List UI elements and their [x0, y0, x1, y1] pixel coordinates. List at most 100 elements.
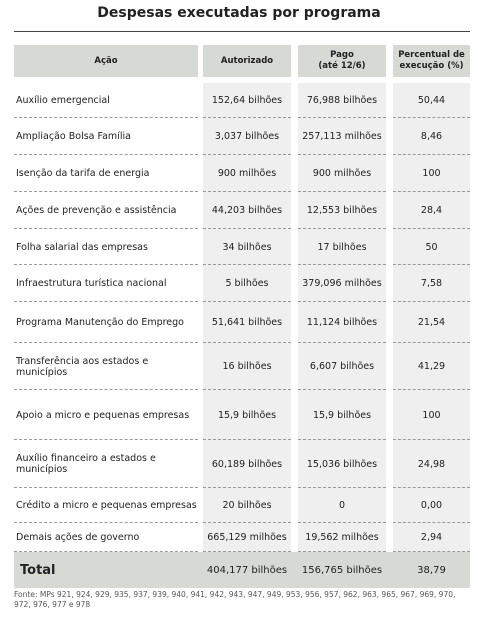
- value-cell: 41,29: [417, 361, 446, 372]
- total-value: 404,177 bilhões: [206, 564, 288, 576]
- value-cell: 3,037 bilhões: [214, 131, 280, 142]
- action-cell: Transferência aos estados e municípios: [16, 355, 149, 378]
- value-cell: 100: [422, 168, 441, 179]
- action-cell: Programa Manutenção do Emprego: [16, 317, 184, 328]
- title: Despesas executadas por programa: [97, 5, 381, 21]
- row-divider: [298, 301, 386, 302]
- action-cell: Ampliação Bolsa Família: [16, 131, 131, 142]
- action-cell: Crédito a micro e pequenas empresas: [16, 500, 197, 511]
- value-cell: 900 milhões: [312, 168, 372, 179]
- value-cell: 21,54: [417, 317, 446, 328]
- row-divider: [298, 342, 386, 343]
- row-divider: [14, 551, 198, 552]
- row-divider: [14, 389, 198, 390]
- action-cell: Folha salarial das empresas: [16, 241, 148, 253]
- value-cell: 379,096 milhões: [302, 278, 382, 289]
- value-cell: 50,44: [417, 95, 446, 106]
- row-divider: [14, 264, 198, 265]
- value-cell: 51,641 bilhões: [211, 317, 283, 328]
- row-divider: [14, 342, 198, 343]
- value-cell: 6,607 bilhões: [309, 361, 375, 372]
- row-divider: [203, 264, 291, 265]
- row-divider: [393, 264, 470, 265]
- row-divider: [298, 487, 386, 488]
- row-divider: [393, 301, 470, 302]
- action-cell: Auxílio financeiro a estados e município…: [16, 453, 156, 475]
- row-divider: [298, 439, 386, 440]
- value-cell: 16 bilhões: [222, 361, 272, 372]
- row-divider: [393, 551, 470, 552]
- row-divider: [203, 389, 291, 390]
- row-divider: [298, 389, 386, 390]
- value-cell: 2,94: [420, 532, 443, 543]
- column-background: [393, 83, 470, 552]
- row-divider: [393, 154, 470, 155]
- row-divider: [393, 522, 470, 523]
- action-cell: Isenção da tarifa de energia: [16, 168, 150, 179]
- row-divider: [14, 228, 198, 229]
- action-cell: Apoio a micro e pequenas empresas: [16, 409, 190, 421]
- row-divider: [203, 228, 291, 229]
- row-divider: [298, 551, 386, 552]
- row-divider: [14, 522, 198, 523]
- action-cell: Ações de prevenção e assistência: [16, 205, 177, 216]
- row-divider: [203, 522, 291, 523]
- value-cell: 34 bilhões: [222, 241, 272, 253]
- row-divider: [14, 117, 198, 118]
- row-divider: [393, 439, 470, 440]
- total-value: 156,765 bilhões: [301, 564, 383, 576]
- row-divider: [14, 439, 198, 440]
- header-cell: Percentual de execução (%): [393, 45, 470, 77]
- row-divider: [298, 154, 386, 155]
- value-cell: 15,9 bilhões: [312, 409, 372, 421]
- row-divider: [203, 191, 291, 192]
- row-divider: [393, 191, 470, 192]
- column-background: [298, 83, 386, 552]
- value-cell: 15,036 bilhões: [306, 458, 378, 470]
- value-cell: 24,98: [417, 458, 446, 470]
- value-cell: 11,124 bilhões: [306, 317, 378, 328]
- value-cell: 20 bilhões: [222, 500, 272, 511]
- action-cell: Demais ações de governo: [16, 532, 140, 543]
- value-cell: 17 bilhões: [317, 241, 367, 253]
- value-cell: 44,203 bilhões: [211, 205, 283, 216]
- value-cell: 7,58: [420, 278, 443, 289]
- row-divider: [393, 228, 470, 229]
- value-cell: 8,46: [420, 131, 443, 142]
- value-cell: 665,129 milhões: [207, 532, 287, 543]
- row-divider: [203, 439, 291, 440]
- value-cell: 152,64 bilhões: [211, 95, 283, 106]
- total-row-background: [14, 552, 470, 588]
- value-cell: 0,00: [420, 500, 443, 511]
- action-cell: Infraestrutura turística nacional: [16, 278, 167, 289]
- value-cell: 50: [425, 241, 438, 253]
- source: Fonte: MPs 921, 924, 929, 935, 937, 939,…: [14, 590, 456, 610]
- column-background: [203, 83, 291, 552]
- value-cell: 60,189 bilhões: [211, 458, 283, 470]
- row-divider: [393, 389, 470, 390]
- total-value: 38,79: [417, 564, 446, 576]
- row-divider: [393, 117, 470, 118]
- value-cell: 100: [422, 409, 441, 421]
- row-divider: [393, 487, 470, 488]
- row-divider: [203, 301, 291, 302]
- row-divider: [298, 117, 386, 118]
- row-divider: [203, 487, 291, 488]
- row-divider: [14, 487, 198, 488]
- row-divider: [203, 154, 291, 155]
- row-divider: [298, 191, 386, 192]
- header-cell: Ação: [14, 45, 198, 77]
- title-rule: [14, 31, 470, 32]
- row-divider: [14, 301, 198, 302]
- row-divider: [203, 342, 291, 343]
- value-cell: 76,988 bilhões: [306, 95, 378, 106]
- value-cell: 900 milhões: [217, 168, 277, 179]
- row-divider: [393, 342, 470, 343]
- row-divider: [203, 117, 291, 118]
- row-divider: [298, 264, 386, 265]
- row-divider: [14, 154, 198, 155]
- value-cell: 257,113 milhões: [302, 131, 382, 142]
- row-divider: [298, 522, 386, 523]
- total-label: Total: [20, 562, 56, 578]
